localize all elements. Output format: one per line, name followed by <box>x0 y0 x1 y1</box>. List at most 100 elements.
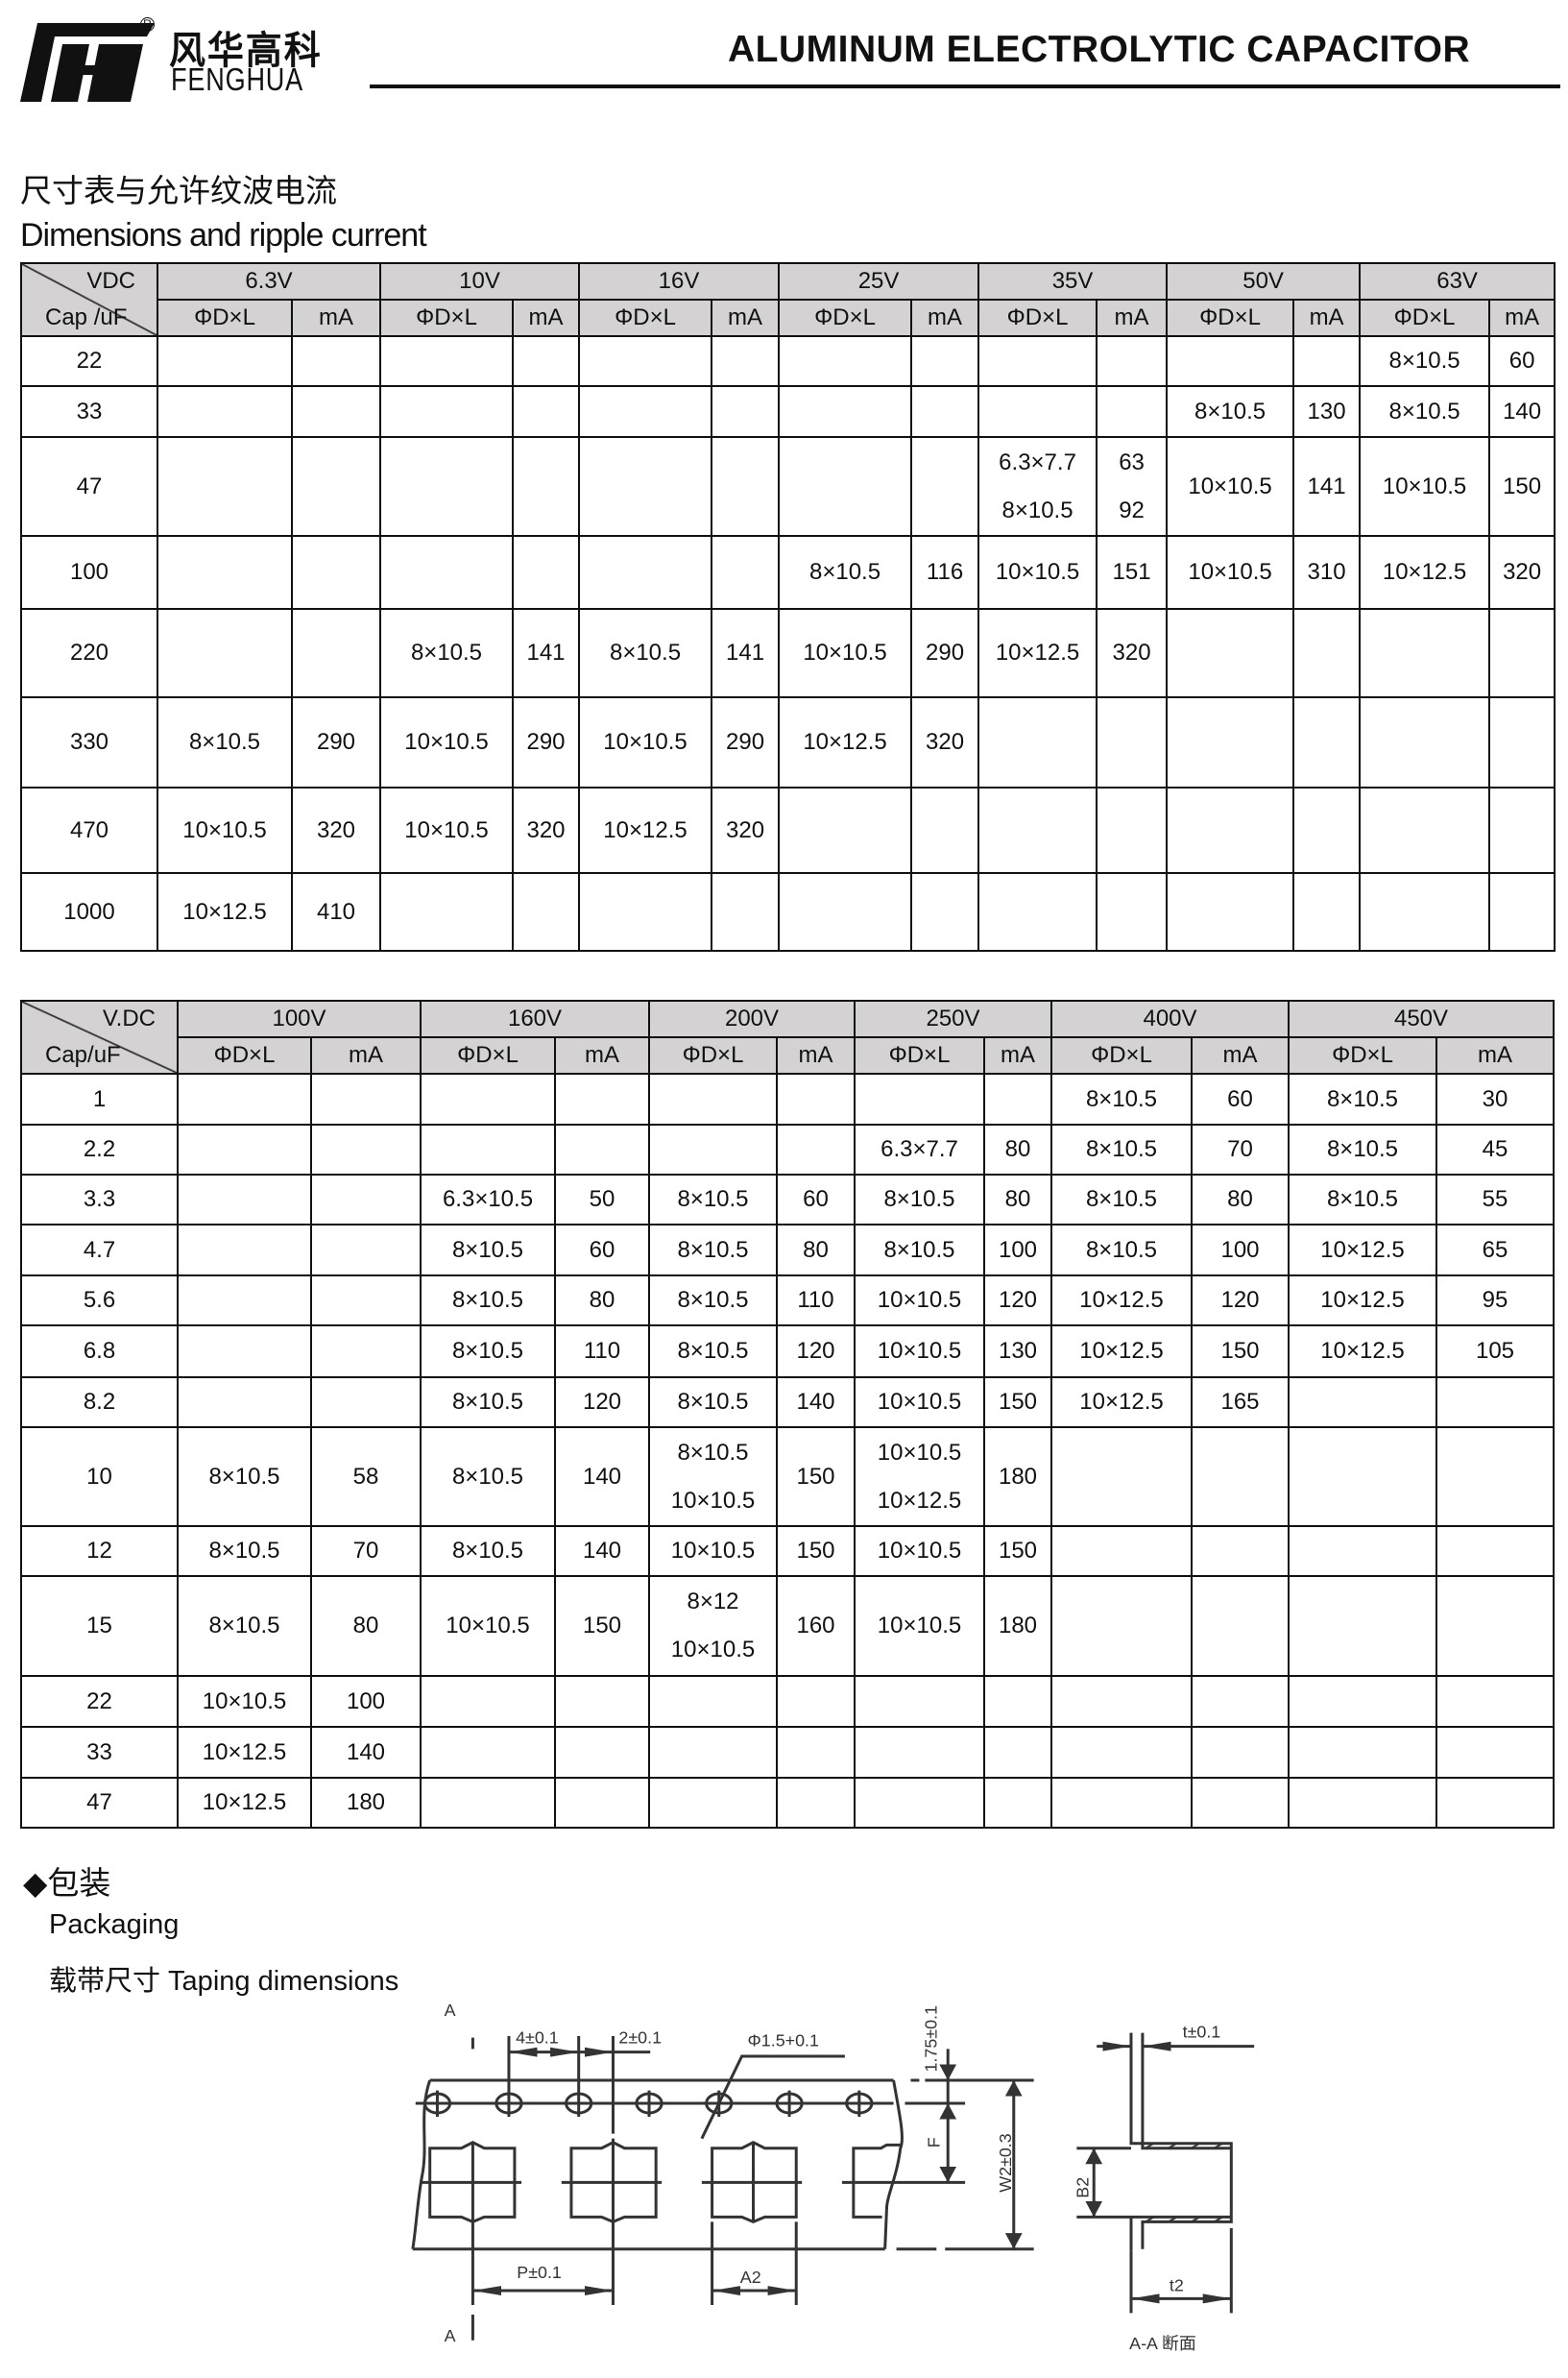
corner-header-cell: V.DC Cap/uF <box>20 1000 179 1075</box>
ripple-current-cell: 180 <box>310 1777 422 1829</box>
dimension-cell: 8×10.5 <box>1288 1124 1437 1176</box>
ripple-current-cell <box>1488 787 1556 874</box>
ripple-current-cell: 120 <box>1191 1274 1290 1326</box>
dimension-cell: 8×10.5 <box>1166 385 1295 438</box>
ripple-current-cell: 290 <box>910 608 980 698</box>
section-mark-top: A <box>445 2001 456 2020</box>
dimension-cell: 8×10.5 <box>379 608 514 698</box>
ripple-current-cell: 140 <box>554 1525 650 1577</box>
dimension-cell <box>778 335 913 387</box>
pockets <box>430 2143 903 2222</box>
table-row: 3.3 6.3×10.5 50 8×10.5 60 8×10.5 80 8×10.5 80 8×1… <box>20 1174 1555 1225</box>
ripple-current-cell: 100 <box>310 1675 422 1728</box>
dimension-cell: 10×12.5 <box>157 872 293 952</box>
ripple-current-cell <box>1435 1525 1555 1577</box>
dimension-cell <box>648 1073 778 1126</box>
ripple-current-cell <box>1191 1726 1290 1779</box>
dimension-cell <box>1288 1675 1437 1728</box>
ripple-current-cell: 150 <box>776 1426 856 1527</box>
dimensions-table-high-voltage: V.DC Cap/uF 100V 160V 200V 250V 400V 450V ΦD×L mA… <box>20 1000 1555 1829</box>
ripple-current-cell: 320 <box>910 696 980 789</box>
capacitance-cell: 220 <box>20 608 158 698</box>
dimension-cell <box>157 535 293 610</box>
dimension-cell <box>1050 1525 1193 1577</box>
ripple-current-header: mA <box>1096 299 1169 337</box>
dimension-cell <box>157 608 293 698</box>
ripple-current-cell: 180 <box>983 1575 1052 1677</box>
table-row: 330 8×10.5 290 10×10.5 290 10×10.5 290 10×12.5 3… <box>20 696 1556 789</box>
ripple-current-cell: 50 <box>554 1174 650 1225</box>
dimension-cell <box>854 1073 985 1126</box>
ripple-current-cell: 65 <box>1435 1224 1555 1276</box>
dimension-cell <box>648 1777 778 1829</box>
table-row: 33 8×10.5 130 8×10.5 140 <box>20 385 1556 438</box>
dimension-cell <box>157 436 293 537</box>
ripple-current-cell <box>511 436 581 537</box>
ripple-current-cell <box>291 436 381 537</box>
dimension-cell: 8×10.5 <box>1050 1073 1193 1126</box>
voltage-header: 6.3V <box>157 262 381 301</box>
dimension-cell: 8×10.5 <box>648 1376 778 1428</box>
dimension-cell <box>1359 696 1491 789</box>
dimension-cell <box>977 335 1098 387</box>
dimension-cell <box>420 1124 556 1176</box>
dimension-cell <box>854 1675 985 1728</box>
dimension-cell <box>157 335 293 387</box>
ripple-current-cell <box>1435 1675 1555 1728</box>
ripple-current-cell: 290 <box>711 696 781 789</box>
dimension-cell <box>578 436 713 537</box>
ripple-current-cell <box>511 335 581 387</box>
dimension-cell: 8×10.5 <box>420 1525 556 1577</box>
hole-pitch-label: 4±0.1 <box>516 2028 559 2048</box>
dimension-cell: 8×10.5 <box>1050 1224 1193 1276</box>
ripple-current-cell: 310 <box>1292 535 1362 610</box>
dimension-cell: 8×10.5 <box>177 1525 312 1577</box>
dimension-cell: 10×12.5 <box>1288 1274 1437 1326</box>
header-row-voltage: V.DC Cap/uF 100V 160V 200V 250V 400V 450V <box>20 1000 1555 1075</box>
table-row: 2.2 6.3×7.7 80 8×10.5 70 8×10.5 45 <box>20 1124 1555 1176</box>
dimension-cell: 10×12.5 <box>778 696 913 789</box>
dimension-cell <box>177 1174 312 1225</box>
dimension-cell <box>578 535 713 610</box>
dimension-cell: 8×10.5 <box>177 1426 312 1527</box>
dimension-cell: 10×10.5 <box>977 535 1098 610</box>
dimension-cell: 8×10.5 <box>177 1575 312 1677</box>
dimension-cell <box>1359 787 1491 874</box>
ripple-current-cell <box>983 1726 1052 1779</box>
dimension-cell: 10×10.5 <box>177 1675 312 1728</box>
dimension-cell: 8×10.5 <box>1359 335 1491 387</box>
ripple-current-cell: 80 <box>554 1274 650 1326</box>
dimension-cell <box>977 787 1098 874</box>
ripple-current-cell <box>310 1376 422 1428</box>
ripple-current-cell <box>554 1675 650 1728</box>
ripple-current-cell <box>776 1124 856 1176</box>
ripple-current-cell <box>1292 608 1362 698</box>
dimension-header: ΦD×L <box>648 1036 778 1075</box>
corner-header-cell: VDC Cap /uF <box>20 262 158 337</box>
ripple-current-header: mA <box>910 299 980 337</box>
width-label: W2±0.3 <box>996 2133 1015 2193</box>
dimension-cell: 10×10.5 <box>379 787 514 874</box>
dimension-cell <box>1050 1675 1193 1728</box>
corner-capacitance-label: Cap /uF <box>45 304 128 330</box>
dimension-cell: 8×10.5 <box>648 1274 778 1326</box>
dimension-cell: 10×10.5 <box>854 1324 985 1378</box>
dimension-cell <box>578 872 713 952</box>
dimension-cell: 8×10.5 <box>420 1224 556 1276</box>
ripple-current-cell <box>711 436 781 537</box>
table-row: 15 8×10.5 80 10×10.5 150 8×12 10×10.5 160 10×10… <box>20 1575 1555 1677</box>
ripple-current-cell <box>291 385 381 438</box>
dimension-cell: 8×10.5 <box>578 608 713 698</box>
ripple-current-cell <box>1191 1426 1290 1527</box>
ripple-current-cell: 45 <box>1435 1124 1555 1176</box>
ripple-current-cell: 160 <box>776 1575 856 1677</box>
ripple-current-cell: 80 <box>310 1575 422 1677</box>
ripple-current-cell: 130 <box>983 1324 1052 1378</box>
ripple-current-cell <box>1435 1426 1555 1527</box>
dimension-header: ΦD×L <box>379 299 514 337</box>
dimension-cell: 8×10.5 <box>854 1174 985 1225</box>
dimension-header: ΦD×L <box>1359 299 1491 337</box>
ripple-current-header: mA <box>1191 1036 1290 1075</box>
capacitance-cell: 8.2 <box>20 1376 179 1428</box>
ripple-current-cell: 120 <box>554 1376 650 1428</box>
